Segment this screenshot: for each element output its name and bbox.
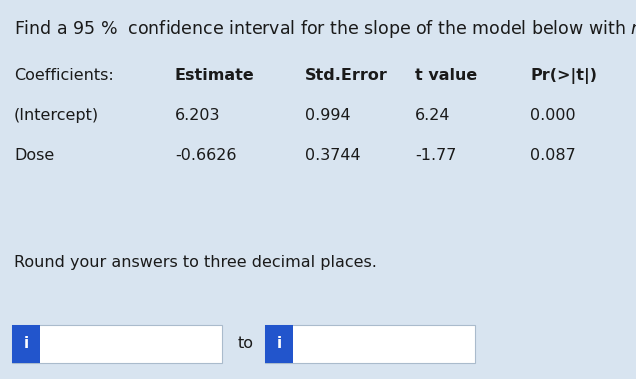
Text: Find a 95 %  confidence interval for the slope of the model below with $n$ = 30.: Find a 95 % confidence interval for the … (14, 18, 636, 40)
Text: Dose: Dose (14, 148, 54, 163)
Text: Estimate: Estimate (175, 68, 255, 83)
Text: -1.77: -1.77 (415, 148, 457, 163)
Text: (Intercept): (Intercept) (14, 108, 99, 123)
Text: 6.203: 6.203 (175, 108, 221, 123)
Text: Pr(>|t|): Pr(>|t|) (530, 68, 597, 84)
Text: 0.994: 0.994 (305, 108, 350, 123)
Text: 0.000: 0.000 (530, 108, 576, 123)
Text: Round your answers to three decimal places.: Round your answers to three decimal plac… (14, 255, 377, 270)
Text: 0.087: 0.087 (530, 148, 576, 163)
Text: -0.6626: -0.6626 (175, 148, 237, 163)
Bar (12, 325, 40, 363)
Text: i: i (277, 337, 282, 351)
Text: Coefficients:: Coefficients: (14, 68, 114, 83)
Bar (12, 325, 222, 363)
Bar (265, 325, 293, 363)
Text: i: i (24, 337, 29, 351)
Text: Std.Error: Std.Error (305, 68, 388, 83)
Text: t value: t value (415, 68, 477, 83)
Bar (265, 325, 475, 363)
Text: 0.3744: 0.3744 (305, 148, 361, 163)
Text: Find a 95 %  confidence interval for the slope of the model below with: Find a 95 % confidence interval for the … (0, 378, 1, 379)
Text: 6.24: 6.24 (415, 108, 450, 123)
Text: to: to (238, 337, 254, 351)
